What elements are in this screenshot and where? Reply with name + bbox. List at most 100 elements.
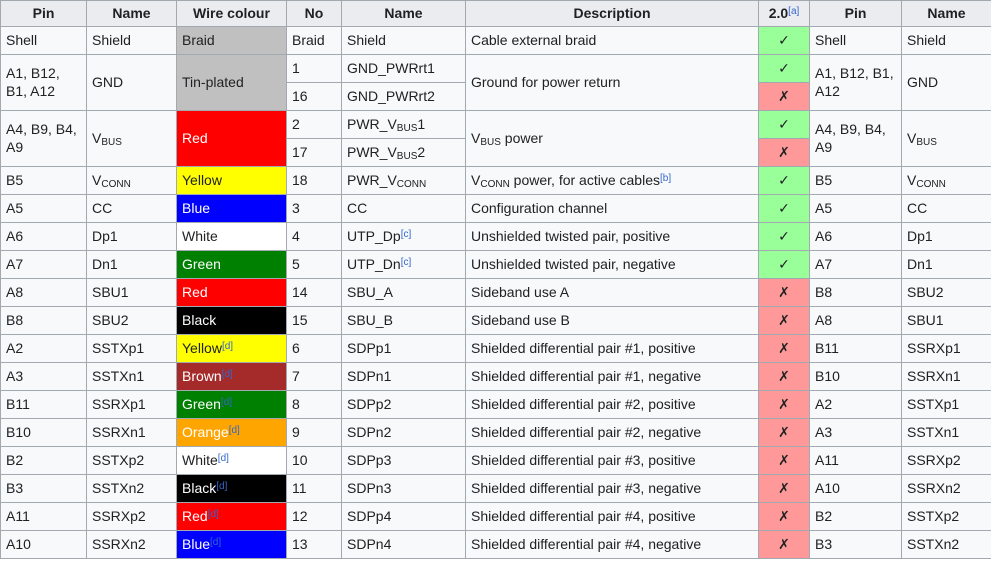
cell-text: 2 <box>417 143 426 160</box>
wire-name-header: Name <box>341 0 466 27</box>
wire-name-cell: SDPp1 <box>341 334 466 363</box>
usb2-no-cell: ✗ <box>758 278 810 307</box>
name-left-cell: SBU2 <box>86 306 177 335</box>
cell-text: Black <box>182 479 217 496</box>
cell-text: V <box>92 171 102 188</box>
cell-text: power, for active cables <box>509 171 660 188</box>
footnote-d-link[interactable]: [d] <box>221 340 234 352</box>
table-row: A8 SBU1 Red 14 SBU_A Sideband use A ✗ B8 SBU2 <box>0 278 991 307</box>
cell-text: Brown <box>182 367 222 384</box>
wire-name-cell: PWR_VBUS2 <box>341 138 466 167</box>
description-cell: Shielded differential pair #3, positive <box>465 446 759 475</box>
footnote-c-link[interactable]: [c] <box>400 228 412 240</box>
footnote-c-link[interactable]: [c] <box>400 256 412 268</box>
subscript-text: BUS <box>396 122 418 134</box>
cell-text: Red <box>182 507 208 524</box>
usb2-yes-cell: ✓ <box>758 110 810 139</box>
footnote-b-link[interactable]: [b] <box>659 172 672 184</box>
footnote-d-link[interactable]: [d] <box>207 508 219 520</box>
pin-left-cell: Shell <box>0 26 87 55</box>
wire-number-cell: 10 <box>286 446 342 475</box>
pin-left-cell: A3 <box>0 362 87 391</box>
pin-left-cell: B10 <box>0 418 87 447</box>
usb2-no-cell: ✗ <box>758 474 810 503</box>
footnote-d-link[interactable]: [d] <box>217 452 229 464</box>
pin-right-cell: A3 <box>809 418 902 447</box>
usb2-no-cell: ✗ <box>758 82 810 111</box>
pin-left-cell: A10 <box>0 530 87 559</box>
description-cell: Shielded differential pair #4, negative <box>465 530 759 559</box>
usb2-yes-cell: ✓ <box>758 54 810 83</box>
wire-number-cell: Braid <box>286 26 342 55</box>
wire-colour-cell: Red <box>176 110 287 167</box>
description-cell: Sideband use A <box>465 278 759 307</box>
wire-name-cell: SDPp2 <box>341 390 466 419</box>
table-row: A4, B9, B4, A9 VBUS Red 2 PWR_VBUS1 VBUS powe… <box>0 110 991 167</box>
name-left-cell: SSTXn1 <box>86 362 177 391</box>
name-left-cell: Shield <box>86 26 177 55</box>
pin-right-cell: A7 <box>809 250 902 279</box>
pin-left-cell: A11 <box>0 502 87 531</box>
footnote-d-link[interactable]: [d] <box>220 396 233 408</box>
wire-name-cell: UTP_Dp[c] <box>341 222 466 251</box>
name-right-cell: SBU1 <box>901 306 991 335</box>
wire-colour-cell: Braid <box>176 26 287 55</box>
wire-number-cell: 15 <box>286 306 342 335</box>
subscript-text: BUS <box>480 136 501 148</box>
wire-name-cell: SBU_B <box>341 306 466 335</box>
name-right-cell: SSRXn2 <box>901 474 991 503</box>
pin-right-cell: A1, B12, B1, A12 <box>809 54 902 111</box>
cell-text: V <box>907 129 917 146</box>
subscript-text: CONN <box>480 178 510 190</box>
usb2-no-cell: ✗ <box>758 138 810 167</box>
wire-colour-cell: Blue[d] <box>176 530 287 559</box>
pin-left-cell: B5 <box>0 166 87 195</box>
table-row: B11 SSRXp1 Green[d] 8 SDPp2 Shielded differen… <box>0 390 991 419</box>
table-row: 17 PWR_VBUS2 ✗ <box>1 138 991 167</box>
wire-number-cell: 16 <box>286 82 342 111</box>
usb2-no-cell: ✗ <box>758 334 810 363</box>
pin-right-cell: B8 <box>809 278 902 307</box>
pin-right-cell: B3 <box>809 530 902 559</box>
wire-colour-cell: Yellow <box>176 166 287 195</box>
pin-left-cell: A7 <box>0 250 87 279</box>
footnote-d-link[interactable]: [d] <box>216 480 228 492</box>
pin-right-cell: A11 <box>809 446 902 475</box>
name-right-cell: SSTXn1 <box>901 418 991 447</box>
description-cell: Shielded differential pair #1, negative <box>465 362 759 391</box>
subscript-text: BUS <box>396 150 418 162</box>
cell-text: PWR_V <box>347 143 397 160</box>
name-right-cell: Dp1 <box>901 222 991 251</box>
pin-right-cell: A8 <box>809 306 902 335</box>
wire-colour-cell: Orange[d] <box>176 418 287 447</box>
pin-left-cell: B11 <box>0 390 87 419</box>
name-left-cell: VBUS <box>86 110 177 167</box>
footnote-d-link[interactable]: [d] <box>210 536 222 548</box>
cell-text: Orange <box>182 423 229 440</box>
description-cell: VBUS power <box>465 110 759 167</box>
name-right-cell: GND <box>901 54 991 111</box>
wire-number-cell: 13 <box>286 530 342 559</box>
table-row: B8 SBU2 Black 15 SBU_B Sideband use B ✗ A8 SBU1 <box>0 306 991 335</box>
footnote-d-link[interactable]: [d] <box>228 424 240 436</box>
usb2-no-cell: ✗ <box>758 362 810 391</box>
header-row: Pin Name Wire colour No Name Description 2.0[a… <box>0 0 991 27</box>
wire-number-cell: 2 <box>286 110 342 139</box>
pin-left-cell: A5 <box>0 194 87 223</box>
usb2-yes-cell: ✓ <box>758 166 810 195</box>
wire-name-cell: GND_PWRrt2 <box>341 82 466 111</box>
footnote-d-link[interactable]: [d] <box>221 368 233 380</box>
wire-name-cell: SDPp4 <box>341 502 466 531</box>
table-row: B3 SSTXn2 Black[d] 11 SDPn3 Shielded differen… <box>0 474 991 503</box>
table-row: A5 CC Blue 3 CC Configuration channel ✓ A5 CC <box>0 194 991 223</box>
pin-left-cell: A6 <box>0 222 87 251</box>
wire-name-cell: SDPn2 <box>341 418 466 447</box>
table-row: A7 Dn1 Green 5 UTP_Dn[c] Unshielded twisted p… <box>0 250 991 279</box>
description-cell: Shielded differential pair #1, positive <box>465 334 759 363</box>
footnote-a-link[interactable]: [a] <box>788 5 800 17</box>
table-row: A10 SSRXn2 Blue[d] 13 SDPn4 Shielded differen… <box>0 530 991 559</box>
usb2-compat-header: 2.0[a] <box>758 0 810 27</box>
description-cell: VCONN power, for active cables[b] <box>465 166 759 195</box>
description-cell: Shielded differential pair #2, negative <box>465 418 759 447</box>
wire-number-cell: 18 <box>286 166 342 195</box>
